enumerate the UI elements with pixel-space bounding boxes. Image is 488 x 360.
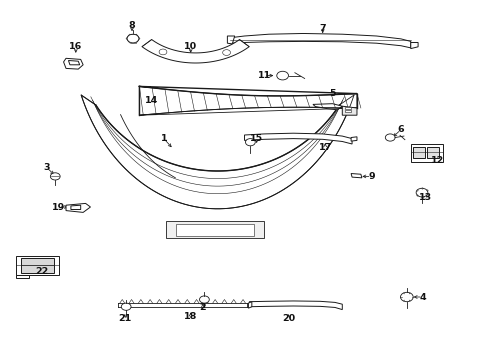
Polygon shape xyxy=(176,224,254,236)
Polygon shape xyxy=(249,301,342,310)
Polygon shape xyxy=(344,107,350,109)
Polygon shape xyxy=(16,256,59,275)
Polygon shape xyxy=(139,86,356,115)
Circle shape xyxy=(127,34,139,43)
Text: 13: 13 xyxy=(418,194,431,202)
Polygon shape xyxy=(410,144,442,162)
Circle shape xyxy=(245,139,255,146)
Polygon shape xyxy=(166,221,264,238)
Text: 9: 9 xyxy=(367,172,374,181)
Polygon shape xyxy=(426,147,438,158)
Polygon shape xyxy=(229,33,410,48)
Circle shape xyxy=(415,188,427,197)
Polygon shape xyxy=(248,302,251,308)
Polygon shape xyxy=(244,133,351,144)
Text: 19: 19 xyxy=(52,202,65,211)
Text: 21: 21 xyxy=(118,314,131,323)
Polygon shape xyxy=(71,205,81,210)
Circle shape xyxy=(400,292,412,302)
Circle shape xyxy=(276,71,288,80)
Polygon shape xyxy=(350,137,356,141)
Polygon shape xyxy=(20,258,54,273)
Polygon shape xyxy=(410,42,417,49)
Text: 17: 17 xyxy=(318,143,331,152)
Text: 22: 22 xyxy=(35,267,48,276)
Polygon shape xyxy=(16,275,29,278)
Polygon shape xyxy=(344,110,350,112)
Polygon shape xyxy=(142,40,249,63)
Text: 15: 15 xyxy=(250,134,263,143)
Text: 2: 2 xyxy=(199,303,206,312)
Text: 7: 7 xyxy=(319,24,325,33)
Polygon shape xyxy=(63,58,83,69)
Polygon shape xyxy=(350,174,361,178)
Text: 5: 5 xyxy=(328,89,335,98)
Text: 3: 3 xyxy=(43,163,50,172)
Polygon shape xyxy=(227,36,234,44)
Circle shape xyxy=(50,173,60,180)
Circle shape xyxy=(159,49,166,55)
Circle shape xyxy=(385,134,394,141)
Circle shape xyxy=(222,50,230,55)
Text: 20: 20 xyxy=(282,314,294,323)
Text: 1: 1 xyxy=(160,134,167,143)
Text: 18: 18 xyxy=(183,312,197,321)
Text: 12: 12 xyxy=(430,156,444,165)
Polygon shape xyxy=(312,104,342,110)
Polygon shape xyxy=(68,60,80,65)
Text: 16: 16 xyxy=(69,42,82,51)
Text: 14: 14 xyxy=(144,96,158,105)
Text: 11: 11 xyxy=(257,71,270,80)
Text: 10: 10 xyxy=(184,42,197,51)
Polygon shape xyxy=(342,106,356,115)
Polygon shape xyxy=(66,203,90,212)
Text: 6: 6 xyxy=(397,125,404,134)
Polygon shape xyxy=(412,147,425,158)
Text: 4: 4 xyxy=(419,292,426,302)
Polygon shape xyxy=(81,95,353,209)
Circle shape xyxy=(199,296,209,303)
Text: 8: 8 xyxy=(128,21,135,30)
Circle shape xyxy=(121,303,131,310)
